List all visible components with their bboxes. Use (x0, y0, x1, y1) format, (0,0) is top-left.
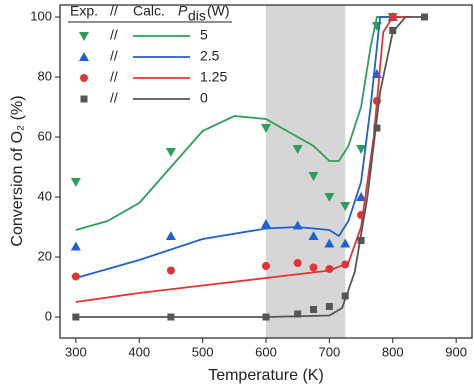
exp-point (309, 263, 318, 272)
legend-marker (80, 95, 88, 103)
x-tick-label: 500 (192, 344, 214, 359)
x-tick-label: 700 (319, 344, 341, 359)
exp-point (261, 219, 271, 228)
exp-point (388, 13, 397, 21)
y-tick-label: 80 (38, 68, 52, 83)
legend-marker (79, 32, 89, 41)
exp-point (357, 211, 366, 219)
exp-point (389, 27, 397, 34)
exp-point (72, 313, 80, 321)
exp-point (324, 193, 335, 202)
legend-label: 0 (200, 90, 208, 106)
exp-point (340, 202, 351, 211)
legend-header: // (110, 3, 118, 19)
x-tick-label: 900 (445, 344, 467, 359)
exp-point (262, 262, 270, 270)
exp-point (325, 265, 334, 273)
exp-point (71, 272, 80, 281)
x-tick-label: 600 (255, 344, 277, 359)
legend-header: (W) (207, 3, 230, 19)
calc-line (75, 16, 406, 279)
exp-point (357, 237, 365, 244)
exp-point (292, 145, 303, 154)
y-tick-label: 20 (38, 248, 52, 263)
exp-point (310, 306, 318, 313)
legend-marker (79, 52, 89, 61)
x-tick-label: 800 (382, 344, 404, 359)
exp-point (70, 178, 81, 187)
legend-header: dis (188, 8, 206, 24)
exp-point (308, 231, 319, 240)
exp-point (293, 259, 302, 267)
y-tick-label: 60 (38, 128, 52, 143)
exp-point (294, 310, 302, 318)
y-tick-label: 0 (45, 308, 52, 323)
exp-point (356, 145, 367, 154)
exp-point (356, 192, 367, 201)
exp-point (292, 220, 303, 230)
exp-point (373, 124, 381, 132)
exp-point (341, 260, 350, 269)
x-tick-label: 400 (128, 344, 150, 359)
legend-sep: // (110, 69, 118, 85)
plot-frame (59, 4, 473, 339)
calc-line (75, 16, 412, 303)
legend-header: P (178, 3, 188, 19)
legend-label: 1.25 (200, 69, 227, 85)
exp-point (325, 303, 333, 310)
legend-marker (80, 74, 88, 82)
legend-label: 5 (200, 27, 208, 43)
exp-point (166, 266, 175, 275)
y-tick-label: 100 (30, 8, 52, 23)
exp-point (261, 124, 271, 133)
shaded-region (266, 5, 346, 338)
exp-point (262, 313, 270, 321)
exp-point (340, 238, 351, 248)
legend-sep: // (110, 48, 118, 64)
legend-header: Calc. (133, 3, 165, 19)
exp-point (324, 238, 335, 248)
exp-point (167, 313, 175, 321)
legend-header: Exp. (70, 3, 98, 19)
legend-sep: // (110, 27, 118, 43)
exp-point (308, 172, 319, 181)
exp-point (420, 13, 428, 21)
legend-label: 2.5 (200, 48, 220, 64)
calc-line (75, 16, 425, 318)
exp-point (341, 292, 349, 300)
x-axis-label: Temperature (K) (208, 367, 324, 384)
y-axis-label: Conversion of O₂ (%) (9, 95, 26, 246)
exp-point (165, 231, 176, 240)
exp-point (165, 148, 176, 157)
y-tick-label: 40 (38, 188, 52, 203)
exp-point (70, 241, 81, 251)
x-tick-label: 300 (65, 344, 87, 359)
legend-sep: // (110, 90, 118, 106)
calc-line (75, 16, 393, 231)
